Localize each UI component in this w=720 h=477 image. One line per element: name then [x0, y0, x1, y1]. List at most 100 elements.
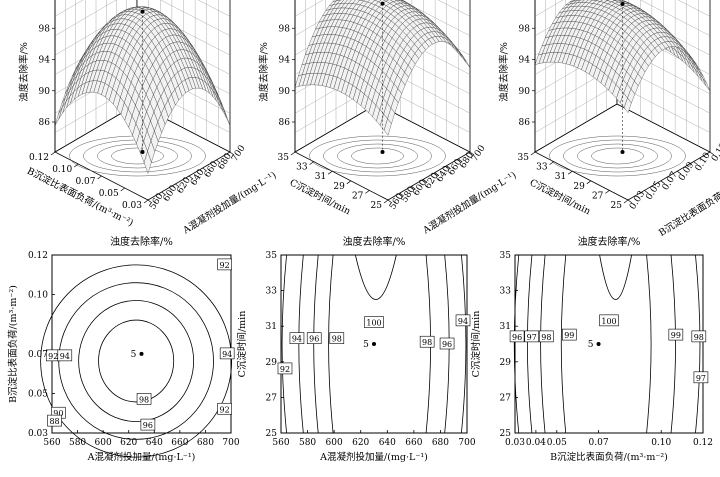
contour-label-text: 92 [220, 405, 230, 414]
z-tick-label: 102 [33, 0, 50, 3]
x-tick-label: 620 [120, 438, 137, 448]
x-tick-label: 560 [43, 438, 60, 448]
contour-label: 98 [329, 332, 345, 344]
contour-label: 100 [599, 314, 619, 327]
x-tick-label: 0.05 [547, 438, 567, 448]
x-tick-label: 0.12 [693, 438, 713, 448]
floor-contour [591, 147, 644, 165]
center-point [139, 351, 144, 356]
y-tick-label: 29 [266, 358, 278, 368]
center-point [372, 342, 376, 346]
y-tick-label: 35 [500, 251, 512, 261]
z-tick-label: 98 [519, 24, 531, 34]
contour-plot-2: 92 94 96 98 100 98 96 94 [277, 254, 471, 434]
x-tick-label: 660 [405, 438, 422, 448]
z-tick-label: 94 [519, 56, 531, 66]
contour-label: 94 [219, 347, 235, 360]
x-tick-label: 600 [326, 438, 343, 448]
contour-label: 92 [217, 258, 232, 271]
surface-mesh [294, 0, 471, 136]
floor-contour [337, 143, 418, 169]
axis-b-tick-label: 35 [278, 153, 290, 163]
contour-curve [298, 254, 304, 434]
axis-b-tick-label: 31 [555, 172, 566, 182]
contour-label: 96 [439, 337, 455, 350]
contour-label-text: 98 [332, 335, 342, 344]
contour-label-text: 94 [222, 350, 232, 359]
floor-contour [577, 143, 658, 169]
contour-curve [313, 254, 319, 434]
contour-label-text: 88 [49, 417, 59, 426]
contour-ellipse [40, 264, 233, 458]
contour-label: 92 [217, 402, 232, 415]
contour-label: 94 [289, 332, 305, 344]
axis-a-tick-label: 0.12 [710, 141, 720, 163]
x-tick-label: 620 [352, 438, 369, 448]
y-tick-label: 33 [500, 287, 512, 297]
y-tick-label: 0.03 [28, 429, 48, 439]
x-tick-label: 660 [171, 438, 188, 448]
contour-label: 98 [539, 330, 554, 343]
x-tick-label: 600 [95, 438, 112, 448]
contour-peak [355, 254, 397, 300]
contour-curve [540, 254, 546, 434]
center-point-label: 5 [363, 340, 369, 350]
x-tick-label: 0.07 [589, 438, 609, 448]
contour-label: 97 [524, 330, 540, 343]
axis-b-tick-label: 29 [333, 182, 345, 192]
contour-curve [560, 254, 567, 434]
contour-label: 99 [668, 328, 684, 341]
contour-label-text: 92 [48, 352, 58, 361]
x-tick-label: 0.03 [505, 438, 525, 448]
contour-label: 92 [277, 362, 293, 375]
y-tick-label: 0.05 [28, 389, 48, 399]
chart-title: 浊度去除率/% [578, 235, 641, 248]
y-tick-label: 27 [266, 393, 278, 403]
y-tick-label: 0.12 [28, 251, 48, 261]
surface-plot-2 [290, 0, 475, 204]
z-tick-label: 86 [519, 118, 531, 128]
y-tick-label: 25 [500, 429, 512, 439]
z-tick-label: 90 [279, 87, 291, 97]
contour-label-text: 96 [442, 340, 452, 349]
z-tick-label: 102 [513, 0, 530, 3]
contour-curve [527, 254, 533, 434]
center-point-label: 5 [131, 350, 137, 360]
x-tick-label: 640 [379, 438, 396, 448]
contour-label: 97 [693, 371, 709, 384]
floor-center-point [620, 150, 625, 154]
contour-curve [328, 254, 334, 434]
axis-b-tick-label: 25 [371, 201, 383, 211]
z-tick-label: 94 [39, 56, 51, 66]
axis-b-tick-label: 27 [592, 191, 604, 201]
z-tick-label: 86 [279, 118, 291, 128]
axis-b-tick-label: 0.05 [99, 189, 119, 199]
y-axis-label: C沉淀时间/min [236, 311, 248, 378]
y-tick-label: 25 [266, 429, 278, 439]
contour-label: 88 [47, 414, 62, 427]
contour-lines [281, 254, 467, 434]
contour-label-text: 92 [220, 261, 230, 270]
contour-peak [599, 254, 632, 300]
y-tick-label: 27 [500, 393, 512, 403]
contour-curve [461, 254, 467, 434]
contour-label-text: 94 [292, 335, 302, 344]
contour-label: 98 [419, 335, 435, 348]
y-tick-label: 0.10 [28, 291, 48, 301]
contour-label: 94 [57, 349, 73, 362]
x-tick-label: 0.04 [526, 438, 546, 448]
contour-label-text: 97 [527, 333, 537, 342]
y-tick-label: 31 [500, 322, 511, 332]
x-tick-label: 0.10 [651, 438, 671, 448]
contour-label-text: 98 [694, 333, 704, 342]
axis-b-tick-label: 0.12 [29, 153, 49, 163]
z-tick-label: 86 [39, 118, 51, 128]
contour-label-text: 98 [139, 395, 149, 404]
contour-label: 94 [455, 314, 471, 327]
floor-contour [563, 139, 672, 173]
contour-label-text: 96 [512, 333, 522, 342]
floor-center-point [380, 150, 385, 154]
contour-curve [513, 254, 520, 434]
